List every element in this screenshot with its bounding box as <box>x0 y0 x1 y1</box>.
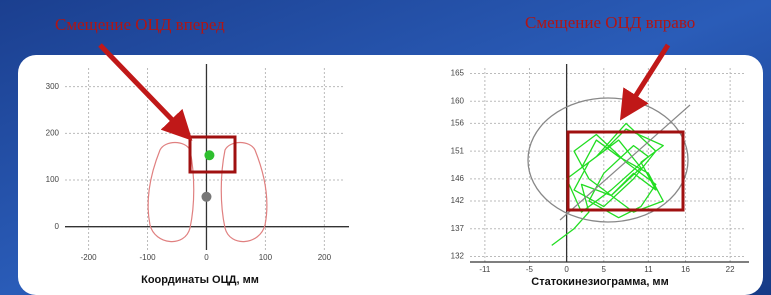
y-tick-label: 132 <box>451 252 465 261</box>
point <box>204 150 214 160</box>
x-tick-label: 5 <box>602 265 607 274</box>
x-tick-label: 0 <box>204 253 209 262</box>
x-tick-label: -200 <box>81 253 98 262</box>
y-tick-label: 151 <box>451 146 465 155</box>
x-tick-label: 22 <box>726 265 735 274</box>
panel <box>18 55 763 295</box>
annotation: Смещение ОЦД вперед <box>55 15 225 34</box>
y-tick-label: 137 <box>451 224 465 233</box>
y-tick-label: 165 <box>451 69 465 78</box>
x-axis-label: Координаты ОЦД, мм <box>141 274 259 286</box>
annotation: Смещение ОЦД вправо <box>525 13 695 32</box>
x-tick-label: 100 <box>259 253 273 262</box>
x-tick-label: 11 <box>644 265 653 274</box>
x-tick-label: 0 <box>564 265 569 274</box>
x-tick-label: 200 <box>318 253 332 262</box>
y-tick-label: 142 <box>451 196 465 205</box>
y-tick-label: 156 <box>451 119 465 128</box>
y-tick-label: 100 <box>46 175 60 184</box>
y-tick-label: 0 <box>55 222 60 231</box>
x-axis-label: Статокинезиограмма, мм <box>531 276 668 288</box>
y-tick-label: 300 <box>46 82 60 91</box>
x-tick-label: -5 <box>526 265 534 274</box>
y-tick-label: 146 <box>451 174 465 183</box>
y-tick-label: 200 <box>46 128 60 137</box>
slide: Смещение ОЦД вперед Смещение ОЦД вправо … <box>0 0 771 295</box>
x-tick-label: -11 <box>479 265 491 274</box>
point <box>201 192 211 202</box>
x-tick-label: -100 <box>140 253 157 262</box>
y-tick-label: 160 <box>451 96 465 105</box>
x-tick-label: 16 <box>681 265 690 274</box>
